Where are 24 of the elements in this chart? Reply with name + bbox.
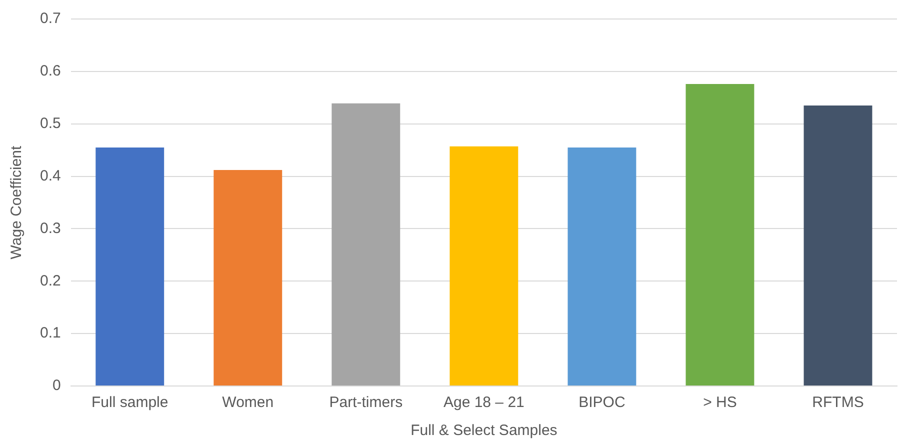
x-axis-title: Full & Select Samples [410, 422, 558, 440]
x-tick-label: Part-timers [329, 394, 403, 412]
bar [450, 146, 518, 386]
y-tick-label: 0.3 [40, 220, 61, 237]
y-tick-label: 0.1 [40, 324, 61, 342]
y-axis-title: Wage Coefficient [8, 144, 26, 260]
x-tick-label: RFTMS [812, 394, 864, 412]
x-tick-label: Age 18 – 21 [443, 394, 524, 412]
bar [332, 103, 400, 386]
bar [568, 147, 636, 386]
x-tick-label: Full sample [92, 394, 168, 412]
bar [804, 106, 872, 386]
x-tick-label: > HS [703, 394, 737, 412]
x-tick-label: BIPOC [578, 394, 626, 412]
y-tick-label: 0 [52, 377, 61, 394]
bar [214, 170, 282, 386]
bar [96, 147, 164, 386]
y-tick-label: 0.5 [40, 115, 61, 132]
y-tick-label: 0.4 [40, 167, 61, 184]
y-tick-label: 0.2 [40, 272, 61, 290]
bar [686, 84, 754, 386]
y-tick-label: 0.6 [40, 62, 61, 80]
y-tick-label: 0.7 [40, 10, 61, 28]
x-tick-label: Women [222, 394, 274, 412]
